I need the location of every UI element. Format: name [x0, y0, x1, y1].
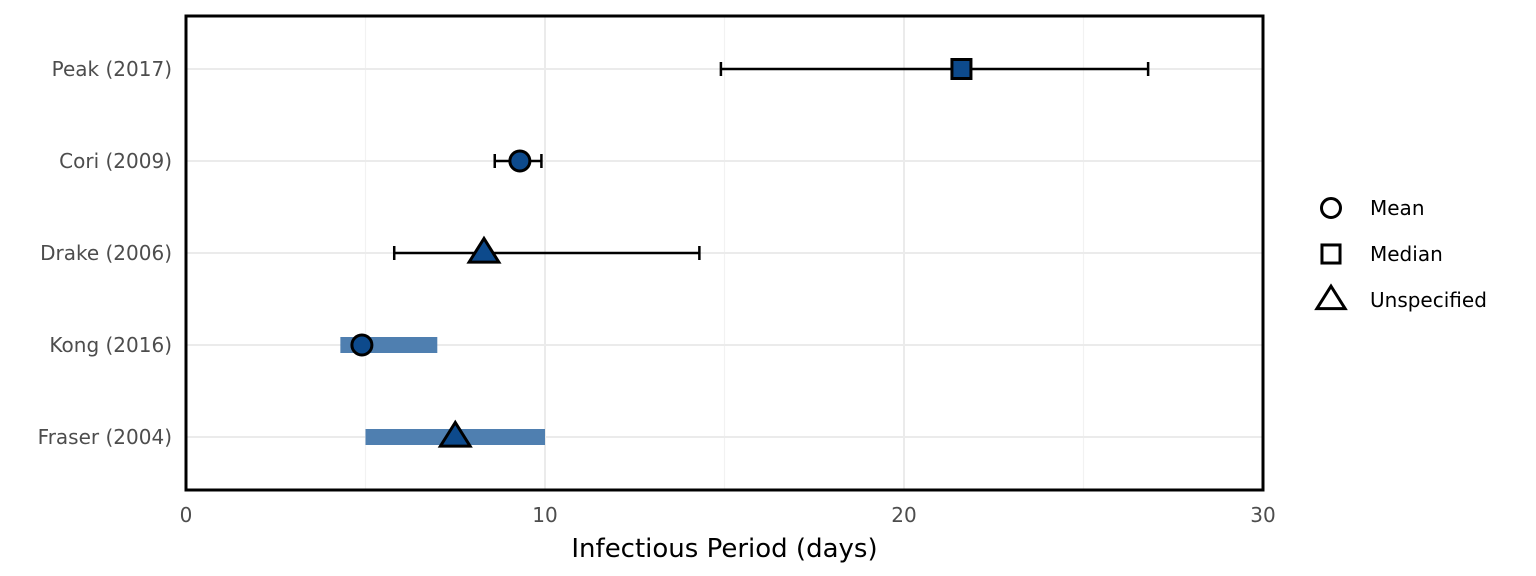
legend-label: Unspecified [1370, 288, 1487, 312]
x-axis-title: Infectious Period (days) [571, 534, 877, 564]
unspecified-point-marker [466, 235, 502, 264]
circle-legend-key [1320, 197, 1342, 219]
legend: Mean Median Unspecified [1314, 196, 1487, 312]
unspecified-point-marker [437, 419, 473, 448]
triangle-legend-key [1314, 283, 1348, 311]
y-tick-labels: Peak (2017) Cori (2009) Drake (2006) Kong (… [38, 57, 172, 449]
square-legend-key [1320, 243, 1342, 265]
plot-panel-border [184, 14, 1265, 492]
y-tick-label: Cori (2009) [59, 149, 172, 173]
x-tick-label: 20 [891, 503, 916, 527]
y-tick-label: Kong (2016) [49, 333, 172, 357]
y-tick-label: Drake (2006) [40, 241, 172, 265]
legend-label: Median [1370, 242, 1443, 266]
x-tick-labels: 0 10 20 30 [180, 503, 1276, 527]
point-layer [350, 58, 973, 448]
mean-point-marker [350, 333, 374, 357]
y-tick-label: Fraser (2004) [38, 425, 172, 449]
x-tick-label: 0 [180, 503, 193, 527]
median-point-marker [950, 58, 973, 80]
x-tick-label: 10 [532, 503, 557, 527]
mean-point-marker [508, 149, 532, 173]
legend-label: Mean [1370, 196, 1425, 220]
y-tick-label: Peak (2017) [52, 57, 172, 81]
x-tick-label: 30 [1250, 503, 1275, 527]
